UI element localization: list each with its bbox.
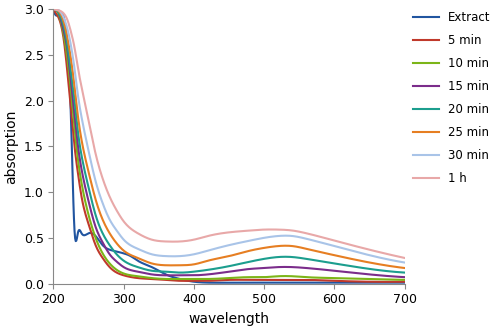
X-axis label: wavelength: wavelength [188, 312, 270, 326]
1 h [258, 228, 264, 232]
1 h [210, 233, 216, 237]
5 min [258, 278, 264, 282]
10 min [285, 274, 291, 278]
Extract [402, 280, 407, 284]
15 min [140, 271, 146, 275]
Line: 25 min: 25 min [54, 9, 405, 268]
1 h [285, 228, 291, 232]
Legend: Extract, 5 min, 10 min, 15 min, 20 min, 25 min, 30 min, 1 h: Extract, 5 min, 10 min, 15 min, 20 min, … [408, 6, 496, 190]
20 min [140, 267, 146, 271]
25 min [402, 266, 407, 270]
Line: 20 min: 20 min [54, 9, 405, 273]
Extract [258, 280, 264, 284]
5 min [285, 278, 291, 282]
30 min [402, 261, 407, 265]
Line: 30 min: 30 min [54, 9, 405, 263]
15 min [285, 265, 291, 269]
5 min [315, 278, 321, 282]
Extract [214, 281, 220, 285]
5 min [210, 279, 216, 283]
20 min [210, 267, 216, 271]
Extract [50, 7, 56, 11]
30 min [140, 249, 146, 253]
10 min [112, 267, 118, 271]
30 min [112, 227, 118, 231]
25 min [140, 258, 146, 262]
5 min [50, 7, 56, 11]
1 h [402, 256, 407, 260]
25 min [112, 240, 118, 244]
Extract [286, 281, 292, 285]
10 min [50, 7, 56, 11]
20 min [112, 251, 118, 255]
Line: 15 min: 15 min [54, 9, 405, 277]
15 min [315, 267, 321, 271]
15 min [210, 272, 216, 276]
20 min [178, 271, 184, 275]
25 min [210, 258, 216, 262]
Extract [210, 281, 216, 285]
20 min [286, 255, 292, 259]
5 min [112, 270, 118, 274]
15 min [402, 275, 407, 279]
1 h [50, 7, 56, 11]
Y-axis label: absorption: absorption [4, 109, 18, 183]
15 min [258, 266, 264, 270]
5 min [140, 277, 146, 280]
25 min [285, 244, 291, 248]
20 min [258, 257, 264, 261]
20 min [50, 7, 56, 11]
30 min [285, 234, 291, 238]
5 min [402, 280, 407, 284]
1 h [112, 207, 118, 211]
Line: 10 min: 10 min [54, 9, 405, 280]
10 min [140, 275, 146, 279]
30 min [315, 240, 321, 244]
20 min [402, 271, 407, 275]
10 min [210, 277, 216, 281]
20 min [316, 259, 322, 263]
25 min [258, 247, 264, 250]
30 min [210, 248, 216, 251]
25 min [50, 7, 56, 11]
1 h [315, 234, 321, 238]
30 min [258, 237, 264, 241]
10 min [315, 276, 321, 280]
1 h [140, 235, 146, 239]
Line: Extract: Extract [54, 9, 405, 283]
30 min [50, 7, 56, 11]
10 min [402, 278, 407, 282]
Extract [140, 262, 146, 266]
Line: 5 min: 5 min [54, 9, 405, 282]
Line: 1 h: 1 h [54, 9, 405, 258]
Extract [316, 280, 322, 284]
10 min [258, 275, 264, 279]
25 min [315, 249, 321, 253]
15 min [112, 259, 118, 263]
15 min [50, 7, 56, 11]
Extract [112, 249, 118, 253]
5 min [384, 280, 390, 284]
